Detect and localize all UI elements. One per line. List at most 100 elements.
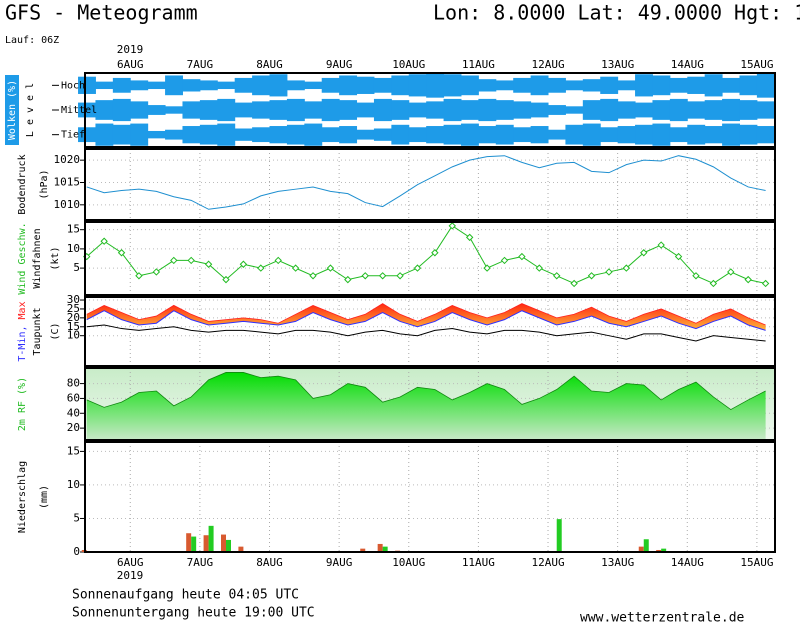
marker — [448, 222, 456, 230]
marker — [692, 272, 700, 280]
y-tick-label: 1015 — [54, 175, 81, 188]
cloud-cover — [513, 77, 532, 93]
location: Lon: 8.0000 Lat: 49.0000 Hgt: 18 — [433, 1, 800, 25]
title: GFS - Meteogramm — [5, 1, 198, 25]
x-tick-label: 8AUG — [256, 58, 283, 71]
y-axis-label: (mm) — [39, 485, 50, 509]
cloud-cover — [460, 123, 479, 146]
marker — [100, 237, 108, 245]
y-axis-label: Niederschlag — [17, 461, 28, 533]
level-label: Mittel — [61, 105, 97, 116]
y-axis-label: Taupunkt — [32, 307, 43, 355]
marker — [518, 252, 526, 261]
marker — [222, 275, 230, 284]
cloud-cover — [321, 98, 340, 122]
cloud-cover — [391, 100, 410, 120]
marker — [570, 279, 578, 288]
x-tick-label: 8AUG — [256, 556, 283, 569]
cloud-cover — [582, 79, 601, 92]
y-axis-label: 2m RF (%) — [17, 377, 28, 431]
cloud-cover — [356, 102, 375, 118]
y-axis-label-part: (hPa) — [39, 169, 50, 199]
cloud-cover — [495, 80, 514, 91]
cloud-cover — [269, 100, 288, 120]
cloud-cover — [513, 101, 532, 119]
cloud-cover — [373, 98, 392, 122]
cloud-cover — [687, 101, 706, 119]
cloud-cover — [617, 126, 636, 144]
cloud-cover — [199, 124, 218, 145]
marker — [204, 260, 213, 268]
x-tick-label: 12AUG — [531, 58, 564, 71]
level-label: Tief — [61, 130, 85, 141]
cloud-cover — [286, 80, 305, 91]
cloud-cover — [652, 100, 671, 120]
cloud-cover — [739, 124, 758, 145]
cloud-cover — [252, 101, 271, 119]
y-axis-label: Windfahnen — [32, 228, 43, 288]
cloud-cover — [722, 123, 740, 146]
x-tick-label: 10AUG — [392, 556, 425, 569]
cloud-cover — [722, 98, 740, 122]
marker — [640, 249, 648, 257]
run: Lauf: 06Z — [5, 35, 59, 46]
marker — [257, 264, 265, 272]
y-axis-label: Wind Geschw. — [17, 222, 28, 294]
cloud-cover — [130, 80, 149, 91]
cloud-cover — [269, 74, 288, 97]
x-tick-label: 11AUG — [462, 58, 495, 71]
cloud-cover — [443, 124, 462, 145]
cloud-cover — [78, 76, 96, 94]
line — [86, 324, 766, 342]
cloud-cover — [269, 126, 288, 144]
y-tick-label: 5 — [73, 511, 80, 524]
cloud-cover — [130, 123, 149, 146]
cloud-cover — [600, 76, 619, 94]
y-tick-label: 10 — [67, 478, 80, 491]
year: 2019 — [117, 43, 144, 56]
y-axis-label: (kt) — [50, 246, 61, 270]
y-axis-label: Wolken (%) — [7, 80, 18, 140]
marker — [465, 233, 474, 242]
cloud-cover — [635, 124, 653, 145]
label-box — [5, 75, 19, 145]
cloud-cover — [443, 74, 462, 97]
y-tick-label: 20 — [67, 311, 80, 324]
cloud-cover — [669, 77, 688, 93]
year: 2019 — [117, 569, 144, 582]
cloud-cover — [199, 80, 218, 91]
sunset: Sonnenuntergang heute 19:00 UTC — [72, 606, 315, 621]
cloud-cover — [339, 75, 358, 96]
marker — [117, 249, 126, 257]
marker — [657, 241, 665, 249]
cloud-cover — [408, 127, 427, 143]
marker — [744, 275, 752, 284]
marker — [378, 272, 387, 280]
cloud-cover — [582, 123, 601, 146]
bar — [220, 534, 226, 552]
y-axis-label: L e v e l — [25, 83, 36, 137]
y-tick-label: 30 — [67, 293, 80, 306]
x-tick-label: 11AUG — [462, 556, 495, 569]
cloud-cover — [582, 100, 601, 120]
x-tick-label: 15AUG — [740, 58, 773, 71]
marker — [605, 268, 613, 276]
cloud-cover — [95, 100, 114, 120]
y-tick-label: 1010 — [54, 198, 81, 211]
cloud-cover — [669, 98, 688, 122]
bar — [225, 539, 231, 552]
marker — [396, 272, 404, 280]
cloud-cover — [356, 76, 375, 94]
marker — [291, 264, 300, 272]
cloud-cover — [199, 100, 218, 120]
y-axis-label-part: Niederschlag — [17, 461, 28, 533]
cloud-cover — [165, 106, 183, 114]
panel-frame — [84, 148, 776, 221]
cloud-cover — [704, 74, 723, 97]
cloud-cover — [286, 124, 305, 145]
y-tick-label: 15 — [67, 223, 80, 236]
marker — [674, 252, 683, 261]
cloud-cover — [652, 75, 671, 96]
cloud-cover — [756, 126, 775, 144]
